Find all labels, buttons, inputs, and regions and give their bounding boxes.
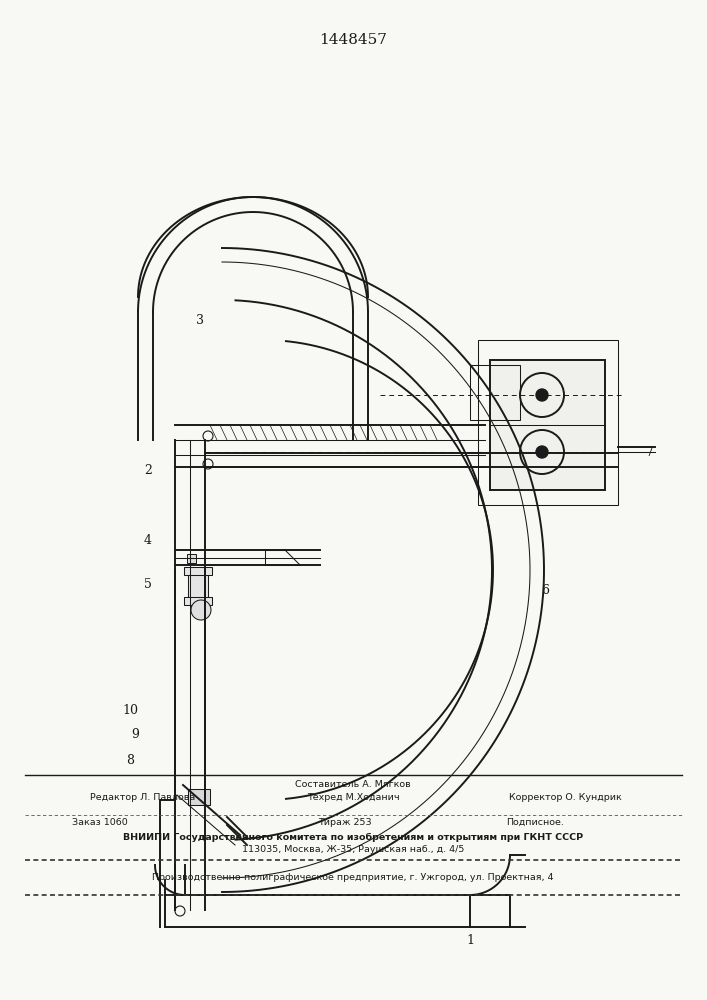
Circle shape [520,373,564,417]
Text: 7: 7 [646,446,654,458]
Text: Тираж 253: Тираж 253 [318,818,372,827]
Text: Производственно-полиграфическое предприятие, г. Ужгород, ул. Проектная, 4: Производственно-полиграфическое предприя… [152,873,554,882]
Text: 8: 8 [126,754,134,766]
Text: 9: 9 [131,728,139,742]
Circle shape [520,430,564,474]
Text: Подписное.: Подписное. [506,818,564,827]
Bar [478,340,618,505]
Text: Корректор О. Кундрик: Корректор О. Кундрик [508,793,621,802]
Text: 3: 3 [196,314,204,326]
Text: 4: 4 [144,534,152,546]
Bar [188,570,208,600]
Bar [184,567,212,575]
Text: Техред М.Ходанич: Техред М.Ходанич [307,793,399,802]
Bar [184,597,212,605]
Bar [470,365,520,420]
Bar [187,554,196,563]
Text: ВНИИПИ Государственного комитета по изобретениям и открытиям при ГКНТ СССР: ВНИИПИ Государственного комитета по изоб… [123,833,583,842]
Text: Редактор Л. Павлова: Редактор Л. Павлова [90,793,196,802]
Circle shape [536,446,548,458]
Text: 1: 1 [466,934,474,946]
Text: 10: 10 [122,704,138,716]
Text: 113035, Москва, Ж-35, Раушская наб., д. 4/5: 113035, Москва, Ж-35, Раушская наб., д. … [242,845,464,854]
Text: Заказ 1060: Заказ 1060 [72,818,128,827]
Text: 5: 5 [144,578,152,591]
Text: Составитель А. Мягков: Составитель А. Мягков [295,780,411,789]
Text: 6: 6 [541,584,549,596]
Circle shape [191,600,211,620]
Text: 2: 2 [144,464,152,477]
Text: 1448457: 1448457 [319,33,387,47]
Bar [490,360,605,490]
Circle shape [536,389,548,401]
Bar [188,789,210,805]
